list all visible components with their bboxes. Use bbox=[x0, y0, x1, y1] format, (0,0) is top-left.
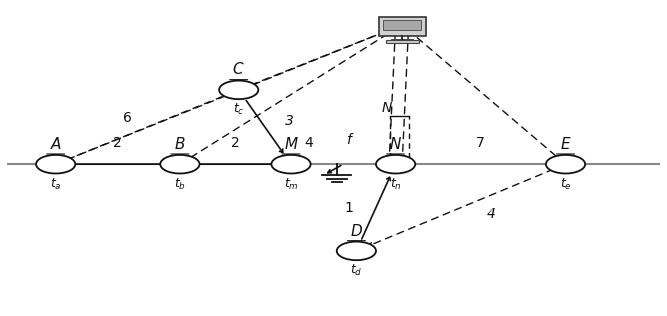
Circle shape bbox=[160, 155, 199, 173]
Text: 6: 6 bbox=[123, 111, 132, 125]
Text: $\it{A}$: $\it{A}$ bbox=[49, 136, 62, 152]
Bar bbox=[386, 40, 419, 43]
Circle shape bbox=[219, 81, 258, 99]
Text: $\it{t_b}$: $\it{t_b}$ bbox=[174, 177, 186, 192]
Bar bbox=[379, 17, 426, 36]
Text: 4: 4 bbox=[305, 136, 313, 150]
Text: $\it{t_n}$: $\it{t_n}$ bbox=[390, 177, 402, 192]
Text: $\it{D}$: $\it{D}$ bbox=[350, 222, 363, 239]
Text: 2: 2 bbox=[113, 136, 122, 150]
Circle shape bbox=[337, 242, 376, 260]
Circle shape bbox=[271, 155, 311, 173]
Circle shape bbox=[376, 155, 415, 173]
Text: $\it{f}$: $\it{f}$ bbox=[346, 132, 354, 147]
Circle shape bbox=[546, 155, 585, 173]
Text: $\it{E}$: $\it{E}$ bbox=[560, 136, 572, 152]
Text: $\it{B}$: $\it{B}$ bbox=[174, 136, 185, 152]
Text: $\it{t_e}$: $\it{t_e}$ bbox=[560, 177, 572, 192]
Text: $\it{N}$: $\it{N}$ bbox=[381, 100, 393, 115]
Text: $\it{t_c}$: $\it{t_c}$ bbox=[233, 102, 245, 117]
Text: $\it{N}$: $\it{N}$ bbox=[389, 136, 402, 152]
Text: 4: 4 bbox=[487, 207, 496, 221]
Text: 1: 1 bbox=[344, 201, 353, 215]
Text: $\it{t_a}$: $\it{t_a}$ bbox=[50, 177, 61, 192]
Bar bbox=[383, 20, 421, 30]
Text: 2: 2 bbox=[231, 136, 240, 150]
Circle shape bbox=[36, 155, 75, 173]
Text: 7: 7 bbox=[476, 136, 485, 150]
Text: 3: 3 bbox=[285, 114, 293, 128]
Text: $\it{C}$: $\it{C}$ bbox=[232, 62, 245, 77]
Text: $\it{t_d}$: $\it{t_d}$ bbox=[350, 263, 363, 278]
Text: $\it{M}$: $\it{M}$ bbox=[283, 136, 298, 152]
Text: $\it{t_m}$: $\it{t_m}$ bbox=[283, 177, 298, 192]
